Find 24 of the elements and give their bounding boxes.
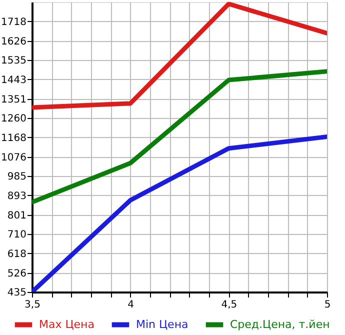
legend-label: Max Цена [39,318,94,331]
legend-label: Min Цена [136,318,188,331]
x-tick-label: 4,5 [221,300,238,310]
x-tick-label: 5 [324,300,331,310]
y-tick-label: 435 [7,288,26,298]
x-tick-label: 3,5 [24,300,40,310]
y-tick-label: 710 [7,230,26,240]
y-tick-label: 1535 [1,56,26,66]
y-tick-label: 1260 [1,114,26,124]
y-tick-label: 801 [7,210,26,222]
y-tick-label: 1351 [1,94,26,106]
x-tick-label: 4 [128,300,134,310]
y-tick-label: 985 [7,172,26,182]
line-series [32,2,327,110]
legend-label: Сред.Цена, т.йен [230,318,330,331]
y-tick-label: 1168 [1,132,26,144]
y-tick-label: 618 [7,248,26,260]
y-tick-label: 1626 [1,36,26,48]
y-tick-label: 1443 [1,74,26,86]
line-series [32,69,327,204]
y-tick-label: 526 [7,268,26,280]
y-tick-label: 1076 [1,152,26,164]
y-tick-label: 1718 [1,16,26,28]
y-tick-label: 893 [7,190,26,202]
